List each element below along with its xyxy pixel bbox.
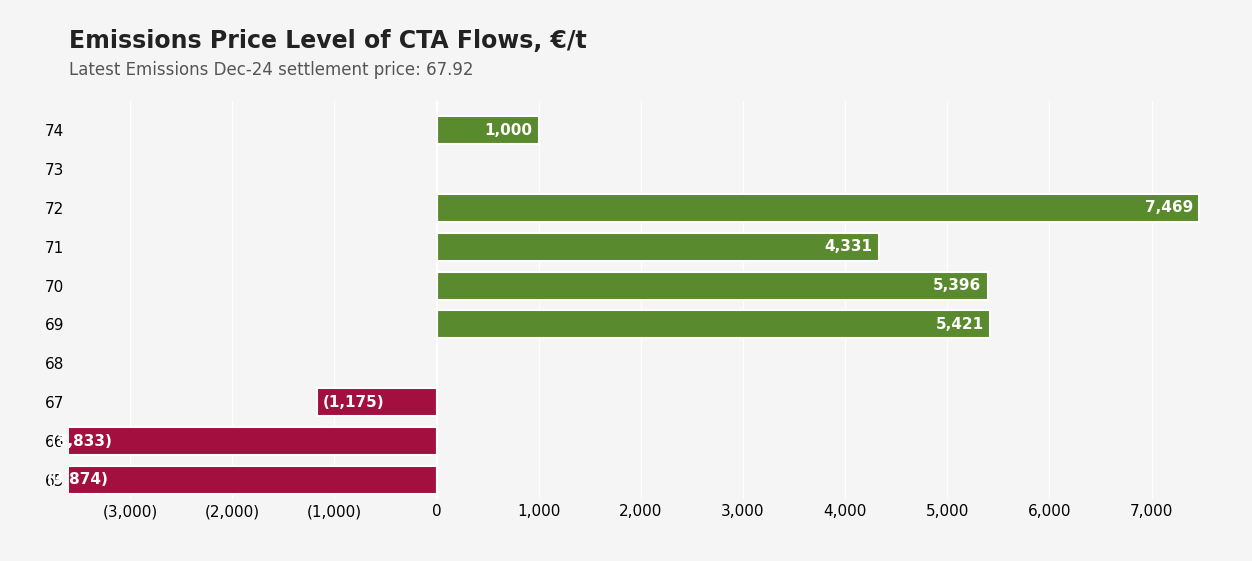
Text: Latest Emissions Dec-24 settlement price: 67.92: Latest Emissions Dec-24 settlement price… [69, 61, 473, 79]
Text: (3,833): (3,833) [51, 434, 113, 448]
Text: 7,469: 7,469 [1146, 200, 1193, 215]
Bar [41, 466, 437, 494]
Bar [437, 116, 538, 144]
Bar [437, 272, 988, 300]
Bar [437, 194, 1199, 222]
Text: (1,175): (1,175) [323, 394, 384, 410]
Text: 4,331: 4,331 [825, 239, 873, 254]
Bar [317, 388, 437, 416]
Text: 1,000: 1,000 [485, 123, 532, 137]
Bar [437, 233, 879, 261]
Text: 5,396: 5,396 [933, 278, 982, 293]
Text: (3,874): (3,874) [48, 472, 109, 488]
Text: Emissions Price Level of CTA Flows, €/t: Emissions Price Level of CTA Flows, €/t [69, 29, 587, 53]
Text: 5,421: 5,421 [936, 317, 984, 332]
Bar [437, 310, 990, 338]
Bar [45, 427, 437, 455]
